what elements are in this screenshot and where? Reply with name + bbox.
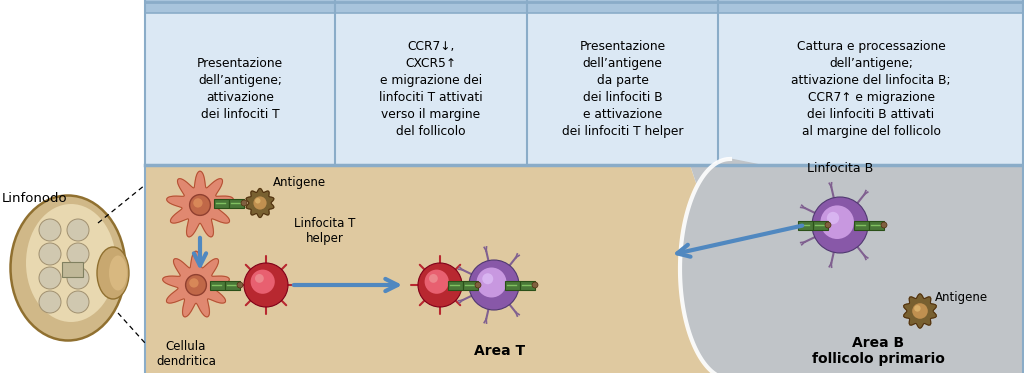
FancyBboxPatch shape <box>0 165 145 373</box>
Circle shape <box>912 303 928 319</box>
Circle shape <box>825 222 831 228</box>
Circle shape <box>194 198 203 208</box>
Circle shape <box>237 282 243 288</box>
Circle shape <box>189 278 199 288</box>
Circle shape <box>881 222 887 228</box>
Circle shape <box>812 197 868 253</box>
Circle shape <box>425 270 449 294</box>
Text: Area T: Area T <box>474 344 525 358</box>
Circle shape <box>189 195 210 215</box>
FancyBboxPatch shape <box>447 280 463 289</box>
Text: Cellula
dendritica: Cellula dendritica <box>156 340 216 368</box>
Polygon shape <box>167 171 233 237</box>
Polygon shape <box>690 165 1024 373</box>
Text: Linfocita B: Linfocita B <box>807 162 873 175</box>
FancyBboxPatch shape <box>798 220 812 229</box>
FancyBboxPatch shape <box>224 280 240 289</box>
Text: Antigene: Antigene <box>273 176 326 189</box>
Circle shape <box>826 212 839 224</box>
FancyBboxPatch shape <box>519 280 535 289</box>
FancyBboxPatch shape <box>505 280 519 289</box>
Polygon shape <box>246 188 273 217</box>
Circle shape <box>241 200 247 206</box>
Circle shape <box>251 270 274 294</box>
FancyBboxPatch shape <box>145 0 1024 13</box>
Circle shape <box>532 282 538 288</box>
Circle shape <box>429 274 438 283</box>
Circle shape <box>185 275 207 295</box>
FancyBboxPatch shape <box>812 220 827 229</box>
Circle shape <box>482 273 494 284</box>
Text: Cattura e processazione
dell’antigene;
attivazione del linfocita B;
CCR7↑ e migr: Cattura e processazione dell’antigene; a… <box>792 40 950 138</box>
Text: CCR7↓,
CXCR5↑
e migrazione dei
linfociti T attivati
verso il margine
del follico: CCR7↓, CXCR5↑ e migrazione dei linfociti… <box>379 40 482 138</box>
Circle shape <box>255 198 260 204</box>
Text: Antigene: Antigene <box>935 292 988 304</box>
Circle shape <box>820 206 854 239</box>
Circle shape <box>476 267 507 298</box>
Text: Linfocita T
helper: Linfocita T helper <box>294 217 355 245</box>
FancyBboxPatch shape <box>868 220 884 229</box>
Circle shape <box>39 267 61 289</box>
Circle shape <box>67 291 89 313</box>
FancyBboxPatch shape <box>228 198 244 207</box>
FancyBboxPatch shape <box>853 220 868 229</box>
Circle shape <box>244 263 288 307</box>
Ellipse shape <box>109 256 127 291</box>
Circle shape <box>39 291 61 313</box>
Circle shape <box>255 274 264 283</box>
Ellipse shape <box>26 204 116 322</box>
Ellipse shape <box>10 195 126 341</box>
Polygon shape <box>903 294 936 328</box>
Text: Area B
follicolo primario: Area B follicolo primario <box>812 336 944 366</box>
FancyBboxPatch shape <box>213 198 228 207</box>
FancyBboxPatch shape <box>463 280 477 289</box>
Ellipse shape <box>97 247 129 299</box>
Text: Presentazione
dell’antigene
da parte
dei linfociti B
e attivazione
dei linfociti: Presentazione dell’antigene da parte dei… <box>562 40 683 138</box>
Circle shape <box>39 219 61 241</box>
Circle shape <box>475 282 481 288</box>
Text: Linfonodo: Linfonodo <box>2 191 68 204</box>
FancyBboxPatch shape <box>61 261 83 276</box>
Text: Presentazione
dell’antigene;
attivazione
dei linfociti T: Presentazione dell’antigene; attivazione… <box>197 57 283 121</box>
Polygon shape <box>163 251 229 317</box>
Polygon shape <box>680 159 760 373</box>
FancyBboxPatch shape <box>210 280 224 289</box>
Circle shape <box>67 243 89 265</box>
Circle shape <box>914 305 921 312</box>
Circle shape <box>67 267 89 289</box>
Circle shape <box>39 243 61 265</box>
Circle shape <box>469 260 519 310</box>
FancyBboxPatch shape <box>145 2 1024 165</box>
Circle shape <box>253 197 266 210</box>
Circle shape <box>67 219 89 241</box>
Circle shape <box>418 263 462 307</box>
Polygon shape <box>145 165 760 373</box>
